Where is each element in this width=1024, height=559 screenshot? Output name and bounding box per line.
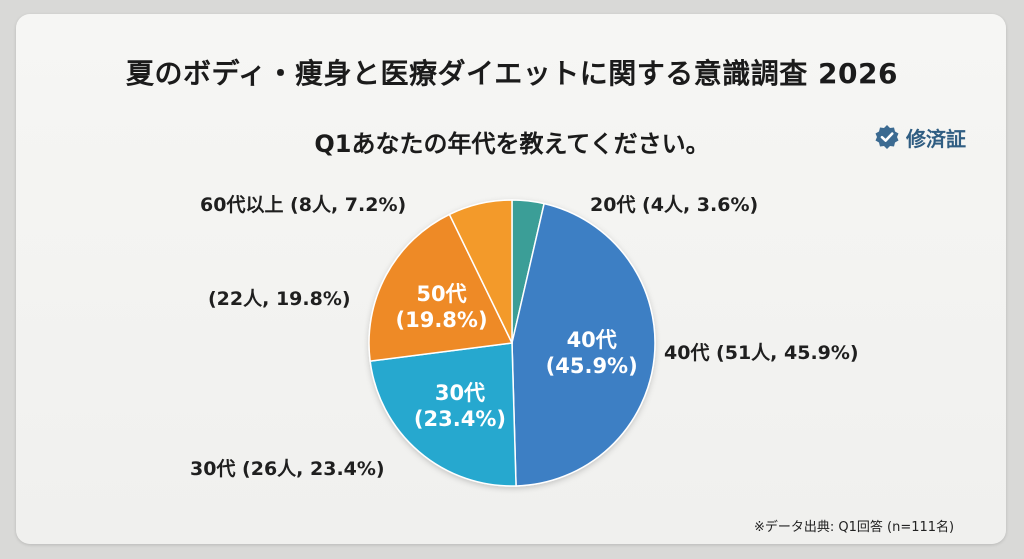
slice-inner-percent-40s: (45.9%): [546, 354, 638, 378]
chart-title: 夏のボディ・痩身と医療ダイエットに関する意識調査 2026: [126, 57, 898, 90]
slice-label-50s: (22人, 19.8%): [208, 288, 351, 310]
badge-label: 修済証: [906, 126, 966, 151]
slice-label-20s: 20代 (4人, 3.6%): [590, 194, 759, 216]
chart-subtitle: Q1あなたの年代を教えてください。: [314, 130, 710, 158]
verified-badge: 修済証: [874, 122, 966, 152]
check-badge-icon: [875, 125, 899, 149]
slice-label-60s-plus: 60代以上 (8人, 7.2%): [200, 194, 407, 216]
slice-inner-percent-30s: (23.4%): [414, 407, 506, 431]
slice-label-30s: 30代 (26人, 23.4%): [190, 458, 385, 480]
pie-slice-40s: [511, 202, 656, 487]
slice-inner-label-30s: 30代: [435, 381, 485, 405]
pie-slice-60s-plus: [448, 199, 513, 344]
pie-slice-50s: [368, 213, 514, 363]
slice-inner-label-40s: 40代: [567, 328, 617, 352]
source-note: ※データ出典: Q1回答 (n=111名): [754, 520, 955, 535]
slice-label-40s: 40代 (51人, 45.9%): [664, 342, 859, 364]
slice-inner-label-50s: 50代: [416, 282, 466, 306]
pie-slice-30s: [369, 342, 517, 487]
slice-inner-percent-50s: (19.8%): [396, 308, 488, 332]
